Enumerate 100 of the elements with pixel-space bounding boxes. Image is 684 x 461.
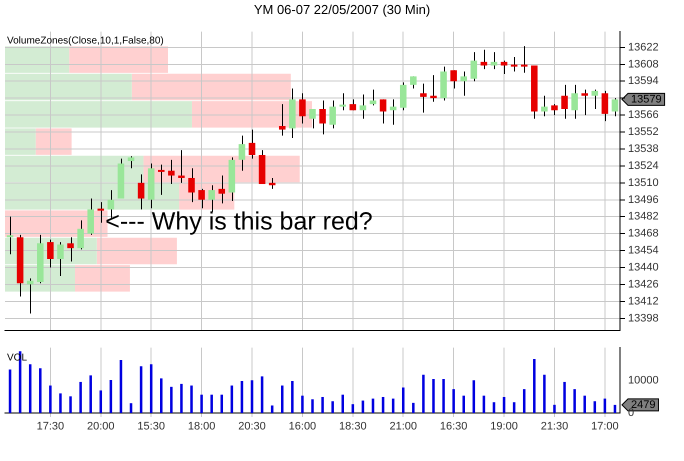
bar (130, 403, 132, 413)
candlestick (57, 242, 64, 276)
bar (522, 389, 526, 413)
bar (563, 382, 566, 413)
bar (583, 396, 586, 413)
x-tick-label: 21:00 (389, 420, 418, 433)
bar (240, 380, 244, 413)
candlestick (520, 46, 528, 74)
bar (482, 396, 486, 413)
x-tick-label: 15:30 (137, 420, 165, 433)
y-tick-label: 13608 (628, 58, 659, 70)
candlestick (278, 104, 286, 136)
bar (382, 396, 384, 413)
x-tick-label: 16:30 (440, 420, 468, 433)
candlestick (158, 164, 165, 196)
bar (331, 401, 334, 413)
candlestick (67, 236, 74, 262)
bar (110, 380, 112, 413)
y-tick-label: 13468 (628, 228, 659, 240)
candlestick (450, 70, 457, 89)
candlestick (410, 76, 417, 89)
candlestick (400, 82, 407, 111)
candlestick (138, 174, 144, 210)
y-tick-label: 13412 (628, 295, 659, 308)
bar (280, 386, 284, 413)
bar (89, 375, 92, 413)
bar (543, 374, 546, 413)
candlestick (510, 56, 518, 72)
x-tick-label: 20:30 (238, 420, 266, 433)
bar (140, 366, 142, 413)
bar (220, 394, 224, 413)
candlestick (380, 98, 386, 124)
candlestick (208, 184, 215, 212)
annotation: VolumeZones(Close,10,1,False,80) (7, 35, 164, 46)
text: 13579 (631, 93, 662, 106)
candlestick (390, 98, 396, 126)
bar (512, 402, 516, 413)
x-tick-label: 17:00 (591, 420, 619, 433)
bar (533, 359, 536, 413)
bar (472, 380, 476, 413)
candlestick (188, 168, 195, 203)
bar (492, 402, 496, 413)
bar (190, 386, 193, 413)
candlestick (541, 95, 548, 117)
candlestick (460, 71, 468, 96)
bar (341, 394, 344, 413)
bar (362, 400, 364, 413)
x-tick-label: 17:30 (36, 420, 64, 433)
bar (553, 404, 556, 413)
bar (270, 405, 274, 413)
x-tick-label: 19:00 (490, 420, 518, 433)
bar (442, 378, 445, 413)
bar (432, 378, 435, 413)
bar (8, 370, 12, 413)
candlestick (551, 104, 558, 116)
candlestick (168, 159, 175, 185)
bar (452, 389, 455, 413)
y-tick-label: 13496 (628, 194, 659, 206)
bar (412, 402, 415, 413)
candlestick (218, 175, 226, 204)
bar (502, 396, 506, 413)
candlestick (339, 92, 346, 111)
bar (321, 396, 324, 413)
y-tick-label: 13440 (628, 262, 659, 274)
y-tick-label: 13454 (628, 244, 659, 257)
candlestick (178, 150, 185, 184)
y-tick-label: 13622 (628, 41, 659, 54)
candlestick (6, 216, 14, 255)
candlestick (77, 220, 84, 250)
bar (160, 378, 163, 413)
annotation: <--- Why is this bar red? (105, 208, 373, 236)
y-tick-label: 13552 (628, 126, 659, 138)
x-tick-label: 21:30 (540, 420, 568, 433)
bar (573, 389, 576, 413)
bar (170, 386, 173, 413)
bar (28, 364, 32, 413)
bar (100, 390, 102, 413)
y-tick-label: 13398 (628, 312, 659, 324)
y-tick-label: 13538 (628, 142, 659, 155)
candlestick (500, 60, 508, 74)
candlestick (198, 188, 205, 209)
bar (352, 404, 354, 413)
text: 2479 (631, 398, 656, 411)
y-tick-label: 13426 (628, 278, 659, 290)
bar (49, 386, 52, 413)
bar (604, 398, 606, 413)
candlestick (360, 94, 366, 120)
y-tick-label: 13566 (628, 109, 659, 122)
bar (79, 382, 82, 413)
candlestick (98, 202, 104, 224)
bar (311, 399, 314, 413)
x-tick-label: 20:00 (87, 420, 115, 433)
candlestick (571, 84, 578, 120)
y-tick-label: 10000 (628, 374, 659, 386)
candlestick (319, 100, 326, 135)
candlestick (329, 100, 336, 129)
bar (180, 384, 183, 413)
candlestick (370, 89, 376, 106)
bar (230, 386, 234, 413)
bar (372, 398, 374, 413)
